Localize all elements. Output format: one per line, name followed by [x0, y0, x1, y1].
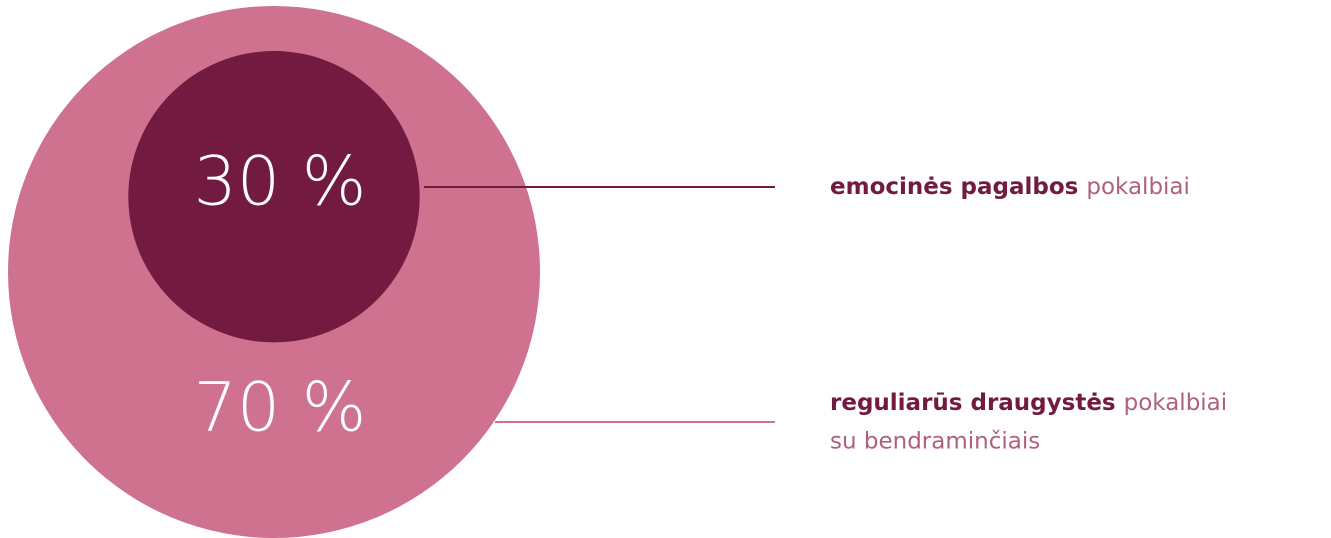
legend-text: pokalbiai	[1124, 390, 1228, 416]
legend-text: pokalbiai	[1086, 174, 1190, 200]
value-label: 70 %	[194, 369, 367, 448]
legend-strong: reguliarūs draugystės	[830, 390, 1116, 416]
legend-label: emocinės pagalbos pokalbiai	[830, 174, 1190, 200]
legend-strong: emocinės pagalbos	[830, 174, 1078, 200]
legend-label: reguliarūs draugystės pokalbiai	[830, 390, 1227, 416]
inner-circle	[128, 51, 420, 343]
value-label: 30 %	[194, 143, 367, 222]
legend-text: su bendraminčiais	[830, 429, 1040, 455]
